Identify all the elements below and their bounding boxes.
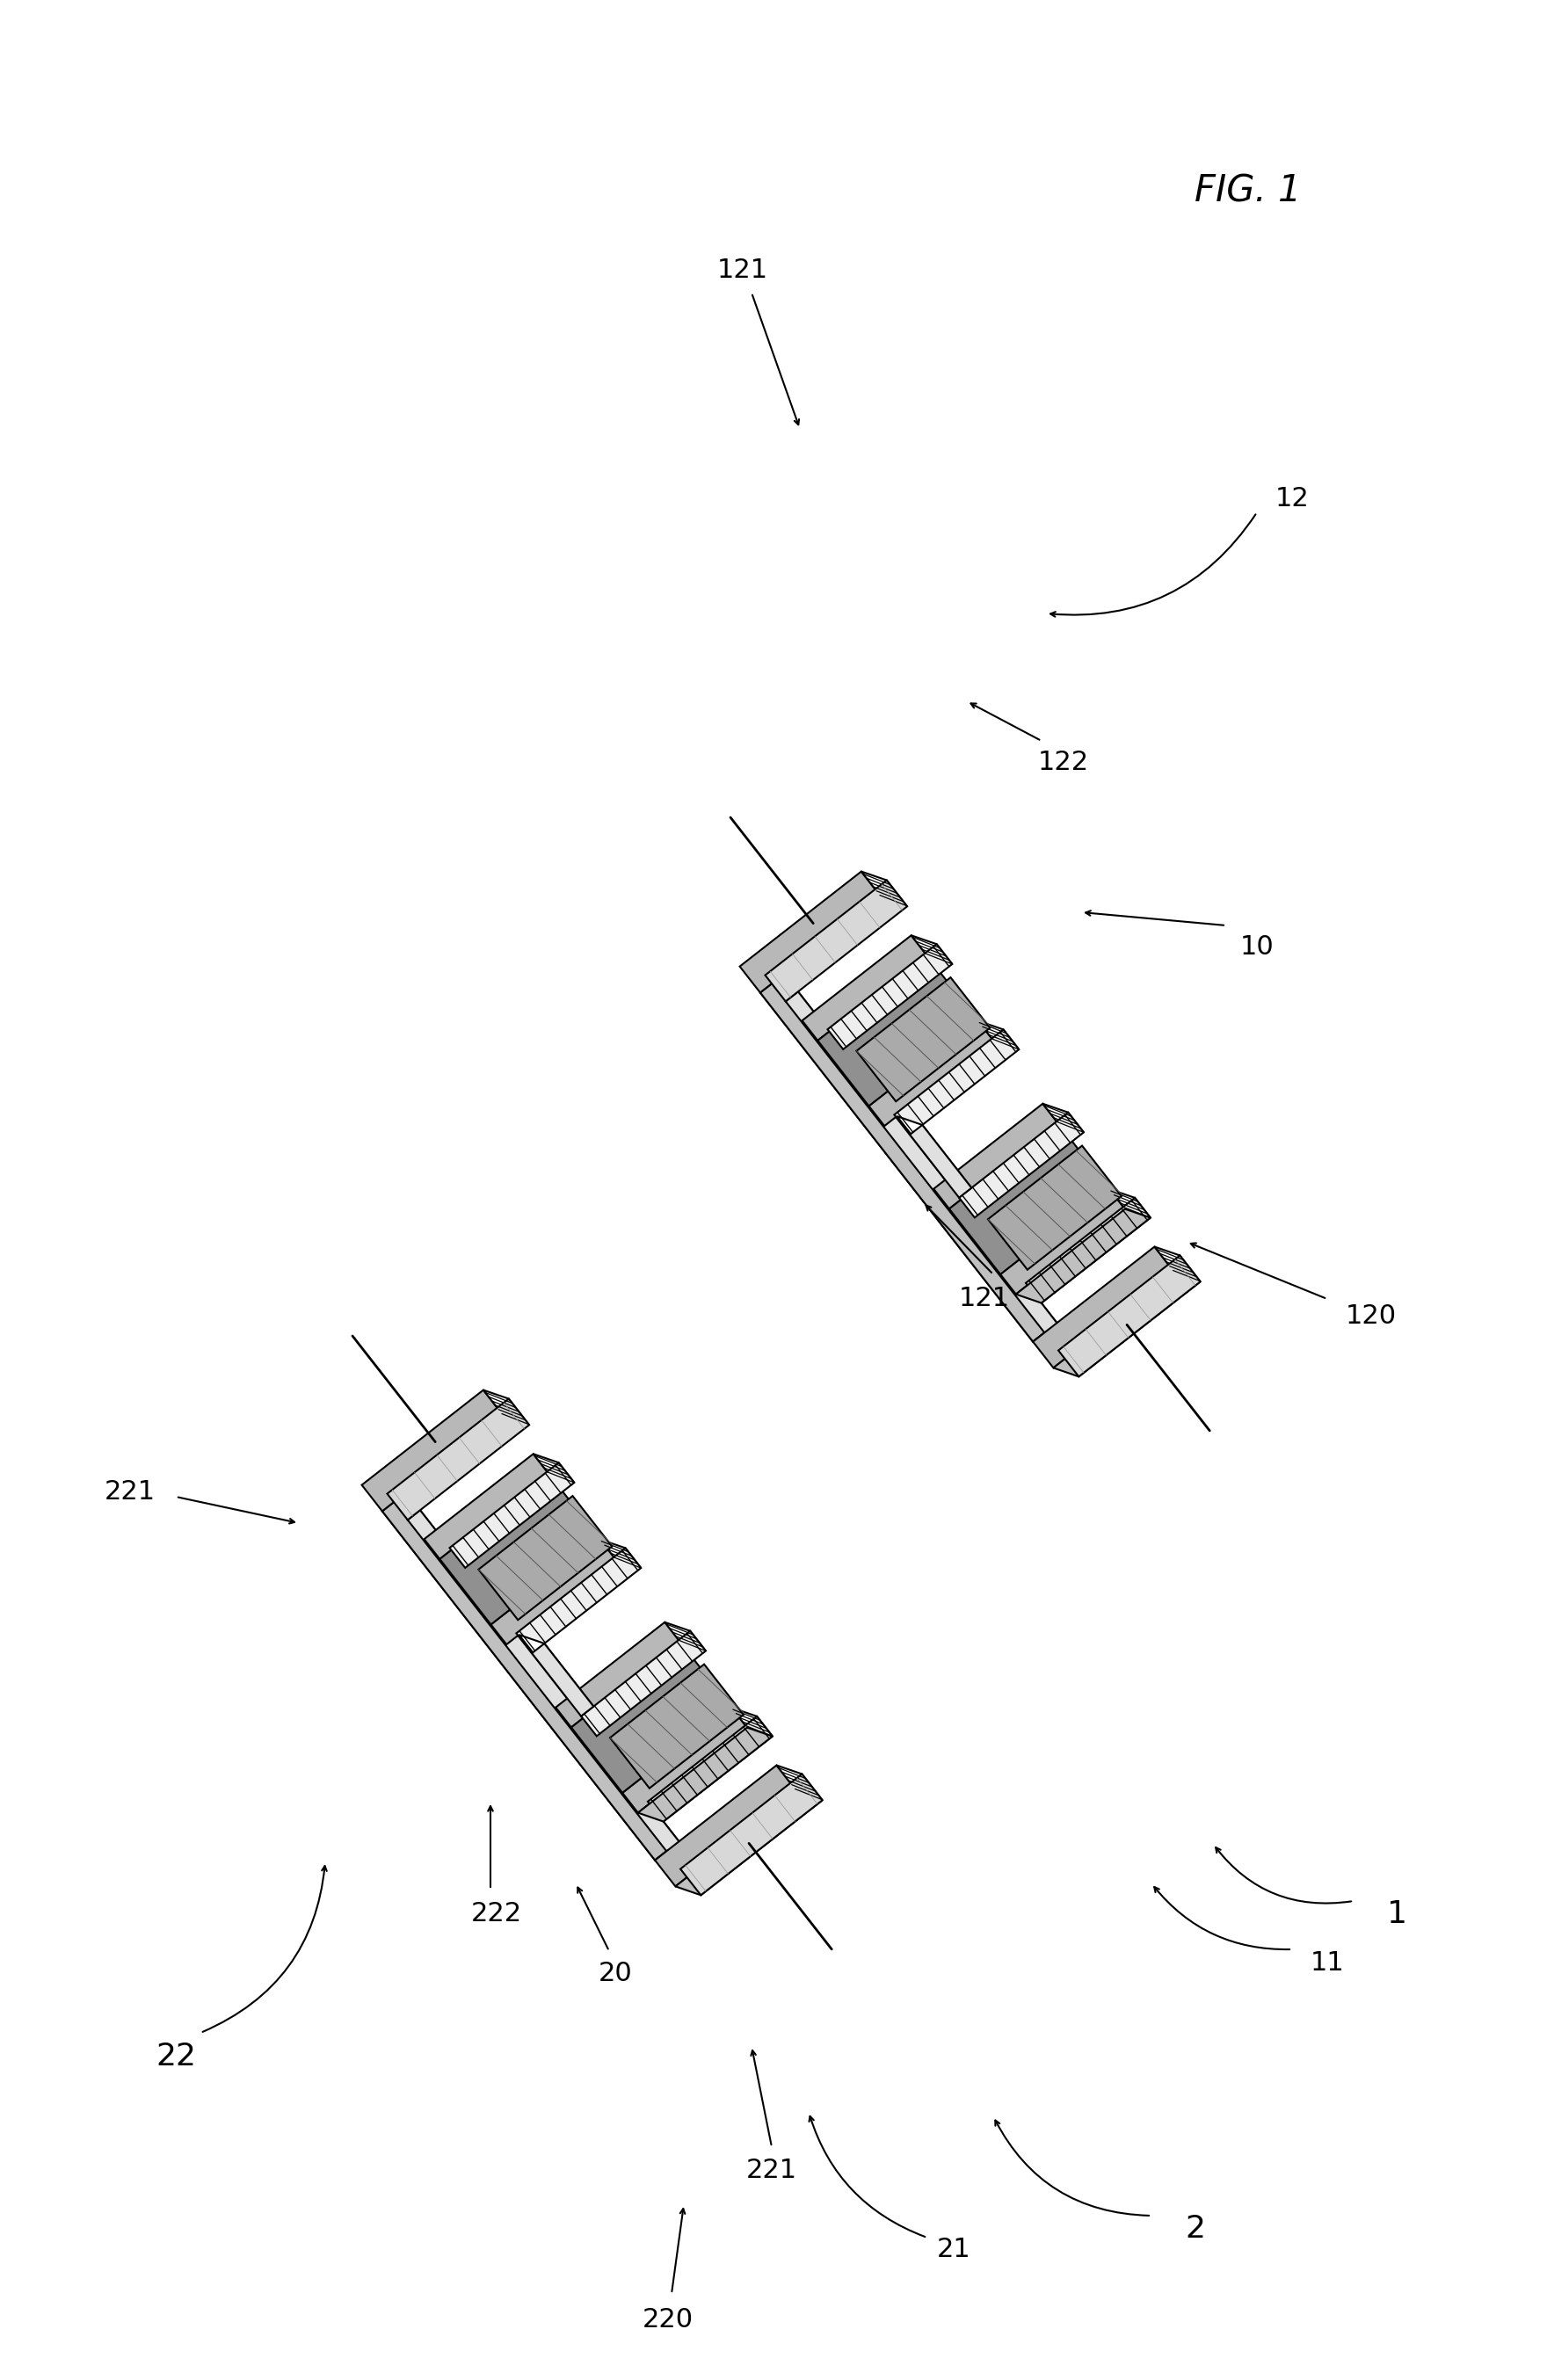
- Polygon shape: [382, 1502, 667, 1861]
- Polygon shape: [1026, 1197, 1151, 1302]
- Polygon shape: [571, 1642, 732, 1792]
- Text: 122: 122: [1038, 750, 1089, 776]
- Polygon shape: [777, 1766, 823, 1799]
- Text: 12: 12: [1275, 486, 1309, 512]
- Polygon shape: [1154, 1247, 1200, 1283]
- Polygon shape: [387, 1399, 529, 1521]
- Polygon shape: [897, 1116, 972, 1188]
- Polygon shape: [1043, 1104, 1084, 1133]
- Polygon shape: [772, 983, 1071, 1340]
- Polygon shape: [648, 1716, 772, 1821]
- Polygon shape: [786, 992, 1071, 1349]
- Polygon shape: [894, 1031, 1019, 1135]
- Text: 1: 1: [1388, 1899, 1408, 1930]
- Polygon shape: [1054, 1273, 1200, 1376]
- Polygon shape: [610, 1664, 744, 1787]
- Polygon shape: [665, 1623, 705, 1652]
- Text: 221: 221: [746, 2159, 797, 2182]
- Polygon shape: [950, 1123, 1109, 1273]
- Polygon shape: [518, 1635, 594, 1706]
- Polygon shape: [490, 1540, 616, 1645]
- Polygon shape: [555, 1623, 681, 1728]
- Text: 121: 121: [718, 257, 769, 283]
- Text: 22: 22: [156, 2042, 196, 2071]
- Polygon shape: [681, 1773, 823, 1894]
- Polygon shape: [1001, 1190, 1125, 1295]
- Polygon shape: [637, 1728, 772, 1821]
- Polygon shape: [828, 945, 953, 1050]
- Text: 21: 21: [936, 2237, 970, 2263]
- Polygon shape: [766, 881, 907, 1002]
- Polygon shape: [739, 871, 882, 992]
- Polygon shape: [676, 1792, 823, 1894]
- Polygon shape: [803, 935, 927, 1040]
- Polygon shape: [622, 1706, 747, 1814]
- Polygon shape: [362, 1390, 504, 1511]
- Polygon shape: [582, 1630, 705, 1735]
- Polygon shape: [862, 871, 907, 907]
- Text: 11: 11: [1310, 1949, 1344, 1975]
- Polygon shape: [654, 1766, 797, 1887]
- Polygon shape: [408, 1511, 693, 1868]
- Polygon shape: [910, 1126, 972, 1197]
- Polygon shape: [978, 1021, 1019, 1050]
- Text: 10: 10: [1239, 935, 1275, 959]
- Polygon shape: [394, 1502, 693, 1859]
- Polygon shape: [534, 1454, 574, 1483]
- Polygon shape: [382, 1511, 681, 1868]
- Text: 220: 220: [642, 2309, 693, 2332]
- Polygon shape: [450, 1464, 574, 1568]
- Polygon shape: [532, 1645, 594, 1716]
- Polygon shape: [760, 983, 1046, 1342]
- Text: 222: 222: [472, 1902, 523, 1928]
- Polygon shape: [1033, 1333, 1071, 1349]
- Text: 20: 20: [599, 1961, 633, 1987]
- Polygon shape: [654, 1852, 693, 1868]
- Text: 121: 121: [959, 1285, 1010, 1311]
- Polygon shape: [760, 992, 1058, 1349]
- Polygon shape: [869, 1021, 993, 1126]
- Polygon shape: [478, 1497, 613, 1621]
- Polygon shape: [517, 1547, 640, 1654]
- Polygon shape: [857, 978, 990, 1102]
- Polygon shape: [600, 1540, 640, 1568]
- Polygon shape: [911, 935, 953, 964]
- Polygon shape: [439, 1473, 600, 1626]
- Text: 221: 221: [105, 1480, 156, 1504]
- Polygon shape: [1058, 1257, 1200, 1376]
- Text: 2: 2: [1185, 2213, 1205, 2244]
- Text: FIG. 1: FIG. 1: [1194, 174, 1301, 209]
- Polygon shape: [989, 1145, 1122, 1269]
- Polygon shape: [732, 1706, 772, 1737]
- Polygon shape: [1109, 1190, 1151, 1219]
- Polygon shape: [424, 1454, 549, 1559]
- Polygon shape: [959, 1111, 1084, 1219]
- Text: 120: 120: [1346, 1304, 1397, 1330]
- Polygon shape: [818, 954, 978, 1107]
- Polygon shape: [934, 1104, 1058, 1209]
- Polygon shape: [1016, 1209, 1151, 1302]
- Polygon shape: [483, 1390, 529, 1426]
- Polygon shape: [1033, 1247, 1174, 1368]
